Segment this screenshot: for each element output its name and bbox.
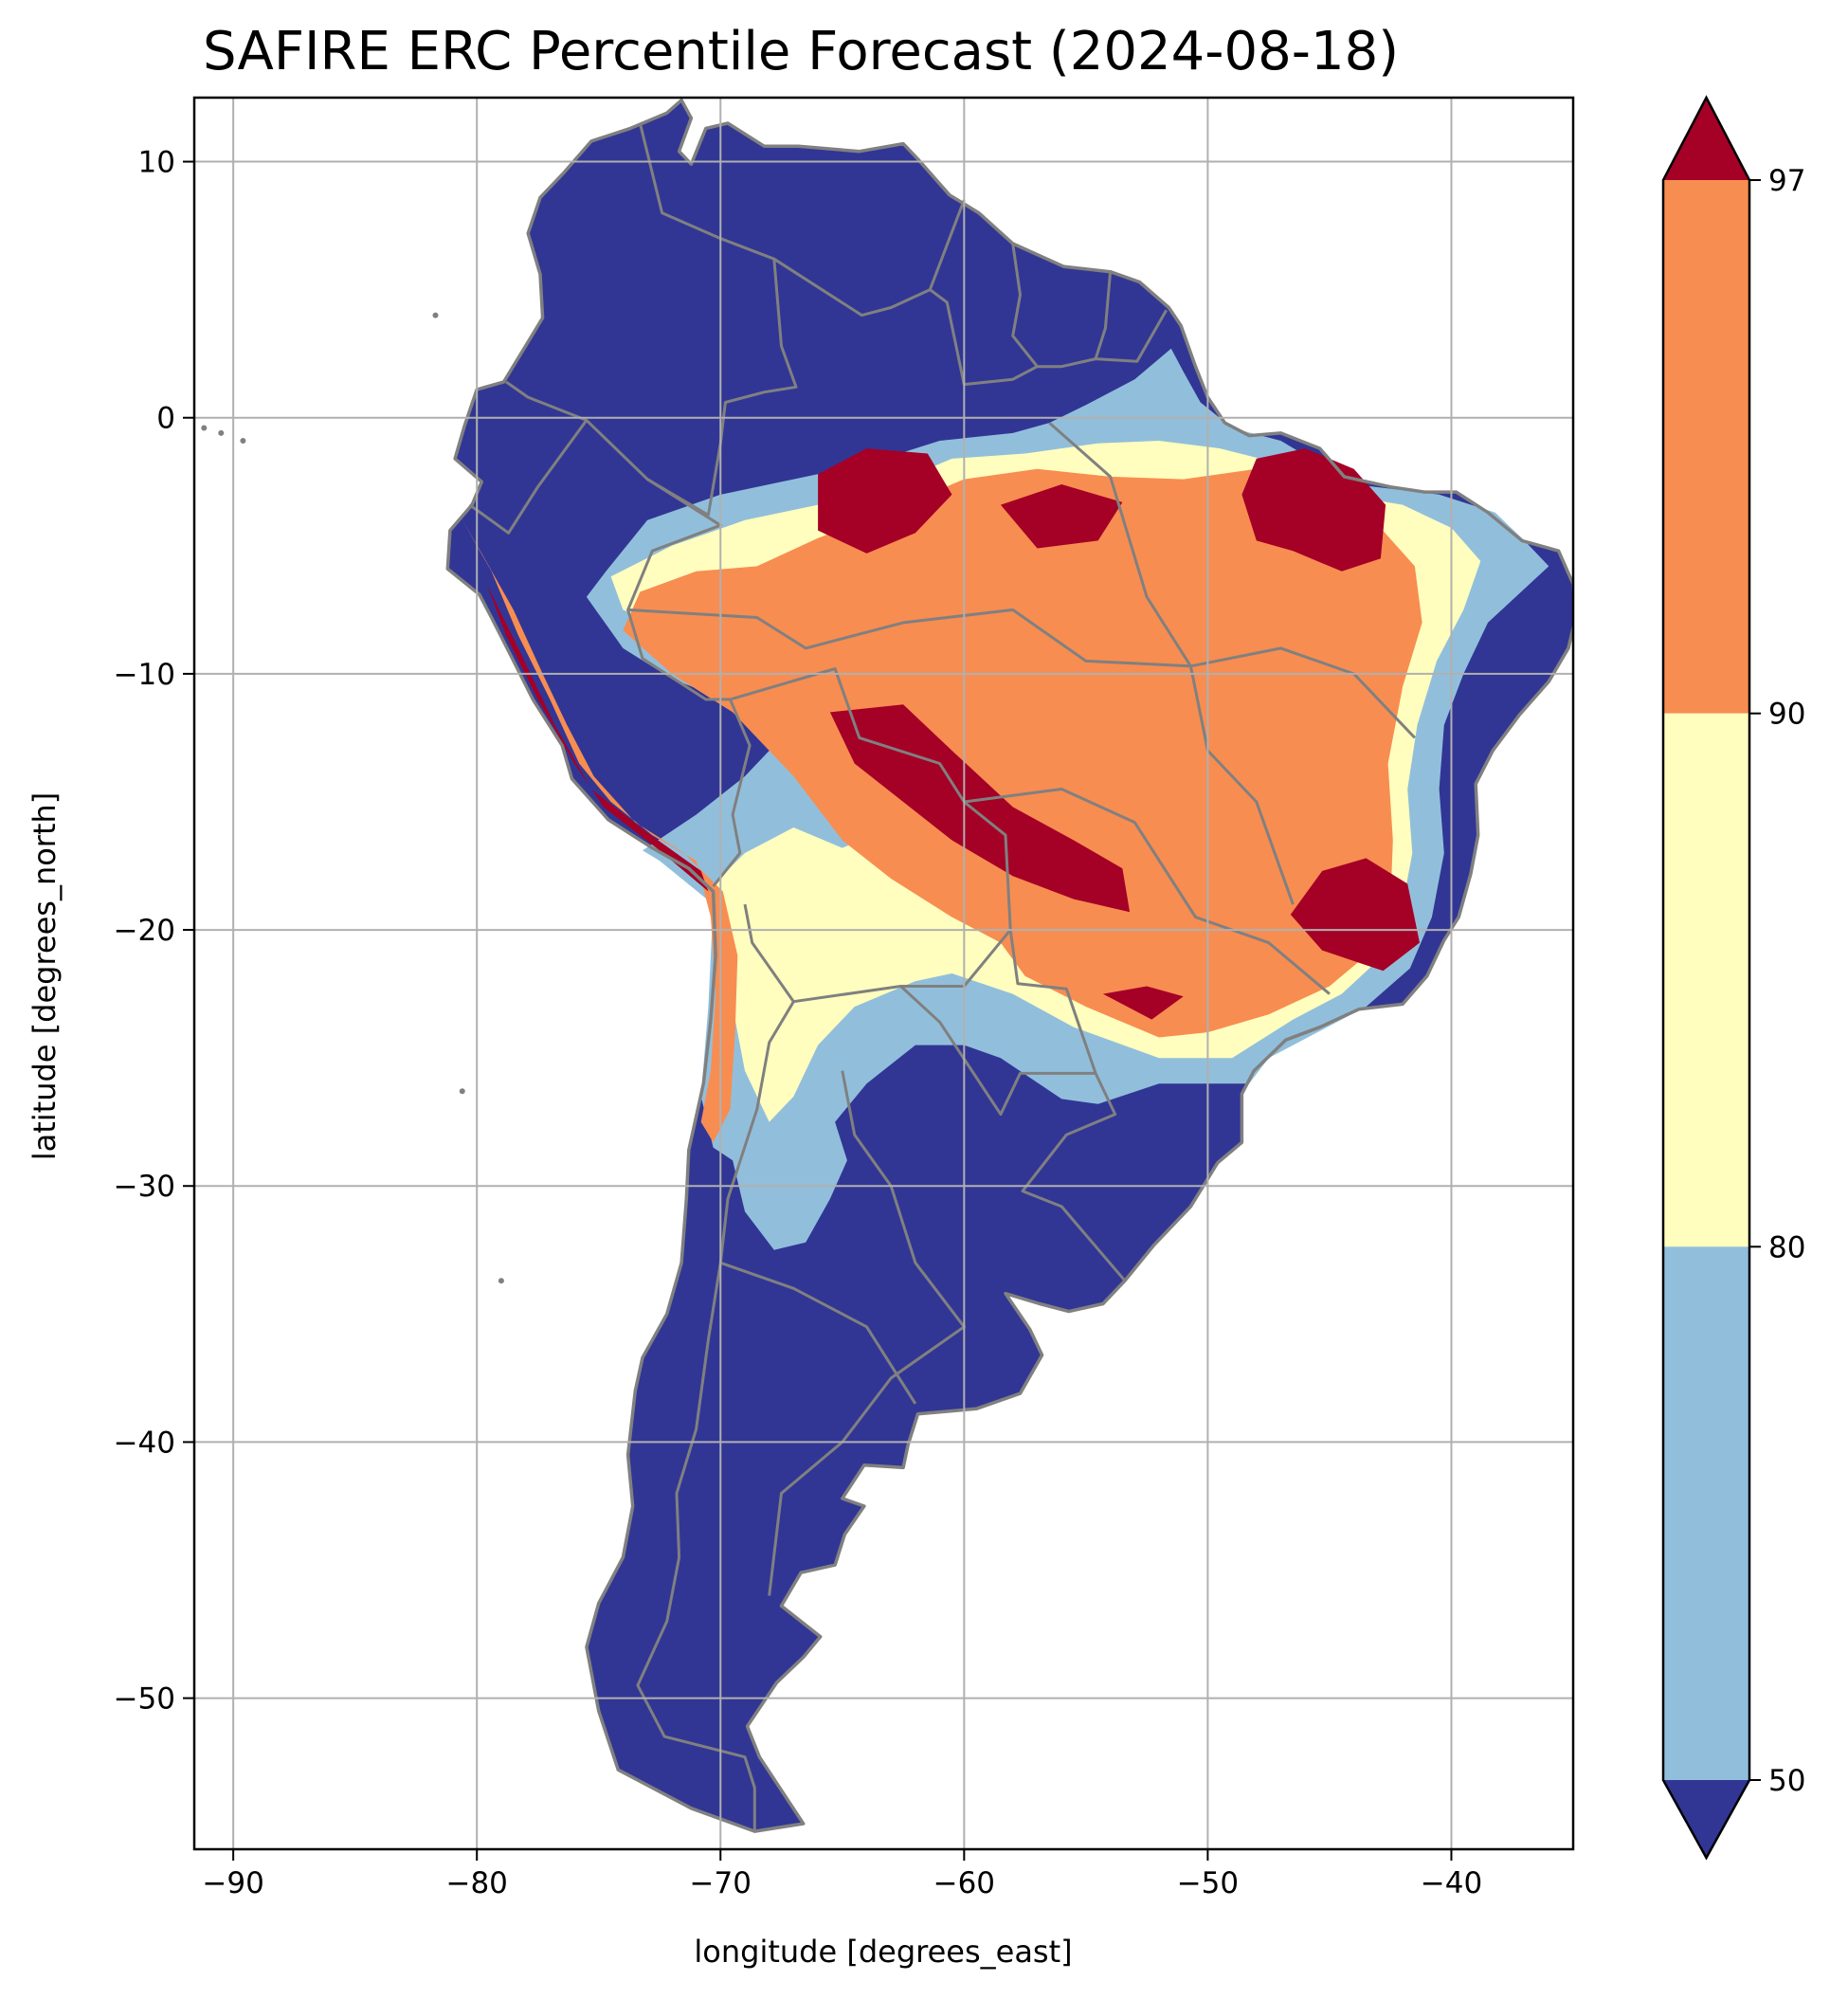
chart-title: SAFIRE ERC Percentile Forecast (2024-08-… xyxy=(202,21,1400,82)
country-border-11 xyxy=(636,1000,795,1832)
colorbar: 50 80 90 97 xyxy=(1661,95,1805,1861)
country-border-2 xyxy=(468,419,589,535)
region-above-97-5 xyxy=(1290,858,1420,972)
region-above-97-6 xyxy=(1102,986,1184,1020)
island-1 xyxy=(218,429,225,436)
gridlines xyxy=(194,98,1573,1849)
colorbar-extend-top xyxy=(1663,98,1749,180)
island-2 xyxy=(240,438,246,445)
x-tick-label: −40 xyxy=(1421,1866,1482,1900)
y-axis-ticks: 10 0 −10 −20 −30 −40 −50 xyxy=(114,146,194,1717)
x-tick-label: −90 xyxy=(202,1866,263,1900)
y-tick-label: −10 xyxy=(114,658,175,692)
y-tick-label: −40 xyxy=(114,1426,175,1460)
region-coast-90-97 xyxy=(462,519,738,1143)
y-tick-label: −30 xyxy=(114,1170,175,1204)
y-tick-label: 0 xyxy=(156,402,175,436)
colorbar-tick-label: 97 xyxy=(1768,164,1805,198)
country-border-5 xyxy=(1011,243,1039,368)
y-tick-label: −50 xyxy=(114,1682,175,1717)
x-tick-label: −60 xyxy=(933,1866,995,1900)
island-3 xyxy=(201,425,208,431)
colorbar-segment-50-80 xyxy=(1663,1246,1749,1780)
x-axis-label: longitude [degrees_east] xyxy=(694,1934,1072,1970)
island-6 xyxy=(432,312,439,318)
country-border-8 xyxy=(730,667,1012,1004)
country-border-1 xyxy=(505,122,798,517)
country-border-7 xyxy=(772,257,931,318)
country-border-16 xyxy=(719,1261,917,1405)
x-tick-label: −80 xyxy=(445,1866,507,1900)
country-border-9 xyxy=(1008,929,1127,1282)
island-5 xyxy=(459,1088,465,1095)
colorbar-segment-90-97 xyxy=(1663,180,1749,714)
country-border-10 xyxy=(899,985,1096,1117)
y-tick-label: −20 xyxy=(114,914,175,948)
region-90-97 xyxy=(623,468,1422,1038)
region-coast-above-97 xyxy=(486,584,709,892)
region-above-97-1 xyxy=(818,448,952,554)
country-border-6 xyxy=(1094,271,1113,360)
colorbar-extend-bottom xyxy=(1663,1780,1749,1858)
y-axis-label: latitude [degrees_north] xyxy=(27,792,63,1161)
map-layer xyxy=(201,98,1573,1833)
x-tick-label: −70 xyxy=(690,1866,752,1900)
axes-frame xyxy=(192,96,1575,1851)
country-border-4 xyxy=(928,199,1169,387)
country-border-13 xyxy=(627,608,1416,739)
country-border-14 xyxy=(964,788,1331,995)
colorbar-tick-label: 50 xyxy=(1768,1764,1805,1798)
coastline xyxy=(445,98,1573,1833)
colorbar-tick-label: 80 xyxy=(1768,1230,1805,1264)
x-tick-label: −50 xyxy=(1177,1866,1239,1900)
region-above-97-2 xyxy=(1000,484,1123,549)
colorbar-segment-80-90 xyxy=(1663,713,1749,1247)
island-4 xyxy=(498,1278,504,1284)
region-above-97-4 xyxy=(829,704,1131,913)
country-border-3 xyxy=(626,478,752,888)
colorbar-tick-label: 90 xyxy=(1768,698,1805,732)
x-axis-ticks: −90 −80 −70 −60 −50 −40 xyxy=(202,1849,1482,1900)
y-tick-label: 10 xyxy=(138,146,175,180)
